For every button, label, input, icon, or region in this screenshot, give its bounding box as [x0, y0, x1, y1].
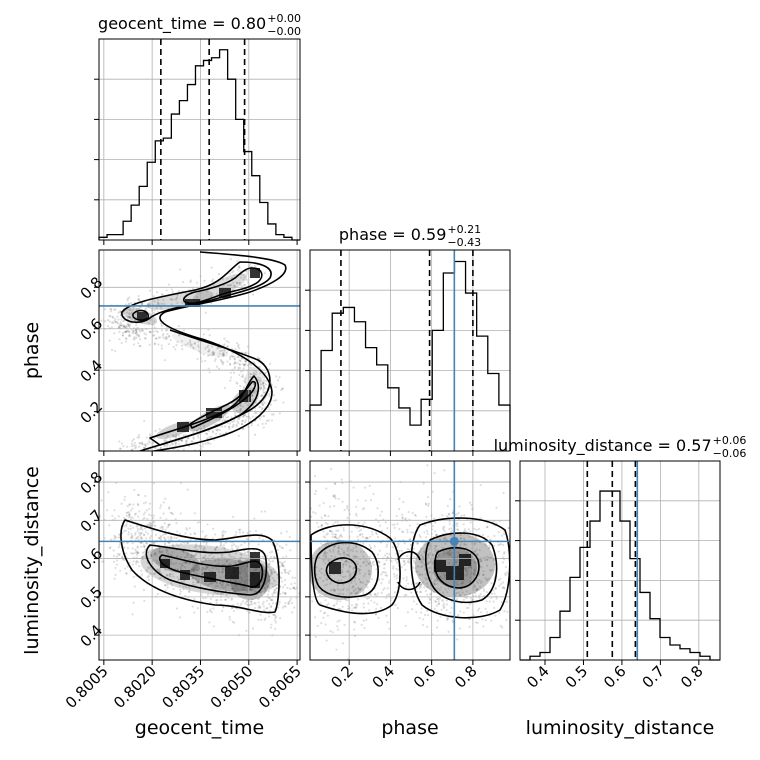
title-phase: phase = 0.59 +0.21−0.43 — [339, 223, 481, 249]
contour-outer-b — [139, 329, 271, 451]
y-axis-label-phase: phase — [21, 322, 43, 379]
hist-panel-phase — [309, 250, 511, 451]
hist-panel-geocent_time — [98, 39, 300, 241]
y-axis-label-luminosity_distance: luminosity_distance — [21, 466, 43, 655]
hist-grid-geocent_time — [99, 39, 300, 240]
contour-mid-a — [121, 261, 272, 324]
title-minus-phase: −0.43 — [447, 236, 481, 249]
contour-mid-e — [424, 532, 498, 604]
contour-outer-c — [120, 519, 280, 614]
contour-bridge-bottom — [397, 581, 421, 591]
panel-frame-luminosity-distance-vs-phase — [309, 460, 511, 661]
panel-frame-luminosity-distance-vs-geocent-time — [98, 460, 301, 661]
title-plus-luminosity_distance: +0.06 — [713, 434, 747, 447]
grid-luminosity-distance-vs-geocent-time — [99, 461, 300, 660]
contour-outer-d — [310, 524, 401, 615]
panel-frame-phase-vs-geocent-time — [98, 249, 301, 452]
title-luminosity_distance: luminosity_distance = 0.57 +0.06−0.06 — [494, 434, 747, 460]
title-geocent_time: geocent_time = 0.80 +0.00−0.00 — [98, 12, 301, 38]
contour-inner-d — [325, 557, 358, 584]
title-main-geocent_time: geocent_time = 0.80 — [98, 14, 266, 34]
x-axis-label-phase: phase — [381, 717, 438, 739]
panel-frame-luminosity_distance — [519, 460, 721, 661]
contour-mid-d — [313, 541, 379, 598]
contour-inner-a — [182, 267, 263, 305]
contour-bridge-top — [397, 550, 421, 561]
contour-inner-b — [189, 380, 257, 429]
contour-inner-c — [158, 554, 264, 588]
contour-outer-e — [410, 517, 510, 619]
title-minus-luminosity_distance: −0.06 — [713, 447, 747, 460]
contour-mid-c — [145, 544, 268, 596]
title-plus-geocent_time: +0.00 — [267, 12, 301, 25]
title-minus-geocent_time: −0.00 — [267, 25, 301, 38]
title-plus-phase: +0.21 — [447, 223, 481, 236]
histogram-geocent_time — [98, 49, 300, 241]
hist-grid-phase — [310, 250, 510, 451]
contour-inner-e — [434, 546, 480, 589]
contours-luminosity-distance-vs-geocent-time — [99, 519, 300, 614]
title-main-phase: phase = 0.59 — [339, 225, 446, 244]
histogram-luminosity_distance — [520, 490, 720, 661]
contours-luminosity-distance-vs-phase — [310, 461, 510, 660]
frame-layer — [94, 38, 721, 665]
content-layer — [98, 39, 720, 661]
hist-panel-luminosity_distance — [520, 461, 720, 661]
panel-frame-geocent_time — [98, 38, 301, 241]
title-main-luminosity_distance: luminosity_distance = 0.57 — [494, 436, 712, 456]
panel-frame-phase — [309, 249, 511, 452]
contour-inner-a2 — [132, 309, 149, 321]
truth-point-luminosity-distance-vs-phase — [449, 536, 459, 546]
contours-phase-vs-geocent-time — [99, 251, 300, 451]
x-axis-label-geocent_time: geocent_time — [135, 717, 264, 739]
x-axis-label-luminosity_distance: luminosity_distance — [526, 717, 715, 739]
contour-outer-a — [149, 251, 287, 451]
histogram-phase — [309, 260, 511, 451]
